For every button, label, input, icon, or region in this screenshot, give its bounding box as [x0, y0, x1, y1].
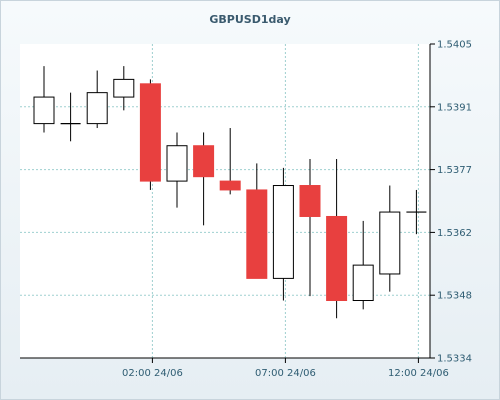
candle: [352, 220, 374, 310]
x-tick-label: 02:00 24/06: [122, 368, 183, 379]
candle: [406, 189, 427, 235]
candle-body-down: [326, 215, 348, 302]
y-axis-ticks: 1.5405 1.5391 1.5377 1.5362 1.5348 1.5334: [430, 40, 472, 365]
plot-area: [20, 44, 430, 358]
y-tick-label: 1.5405: [437, 40, 472, 51]
candle-body-up: [86, 92, 108, 125]
candle-body-down: [219, 180, 241, 191]
y-tick-label: 1.5362: [437, 228, 472, 239]
candle-body-up: [379, 211, 401, 275]
candle-body-up: [352, 264, 374, 302]
candle: [379, 185, 401, 292]
x-tick-label: 12:00 24/06: [388, 368, 449, 379]
candle-body-up: [33, 96, 55, 125]
candle: [113, 66, 135, 111]
candle-body-down: [139, 83, 161, 182]
candle-body-down: [246, 189, 268, 279]
y-tick-label: 1.5334: [437, 354, 472, 365]
candle: [299, 158, 321, 297]
y-tick-label: 1.5391: [437, 102, 472, 113]
chart-title: GBPUSD1day: [209, 13, 290, 26]
x-axis-ticks: 02:00 24/06 07:00 24/06 12:00 24/06: [122, 358, 449, 379]
y-tick-label: 1.5348: [437, 291, 472, 302]
candle: [193, 132, 215, 226]
candle: [166, 132, 188, 208]
candle-body-up: [166, 145, 188, 182]
x-tick-label: 07:00 24/06: [255, 368, 316, 379]
candle: [326, 158, 348, 319]
candle-body-up: [272, 185, 294, 279]
candle-body-down: [299, 185, 321, 217]
candle-body-down: [193, 145, 215, 178]
candle: [272, 167, 294, 301]
candle-body-up: [113, 78, 135, 98]
candle: [86, 70, 108, 129]
candles: [33, 66, 427, 319]
candle: [219, 128, 241, 195]
candle: [246, 163, 268, 279]
y-tick-label: 1.5377: [437, 165, 472, 176]
candle: [139, 79, 161, 190]
candle: [60, 92, 81, 142]
candle: [33, 66, 55, 133]
